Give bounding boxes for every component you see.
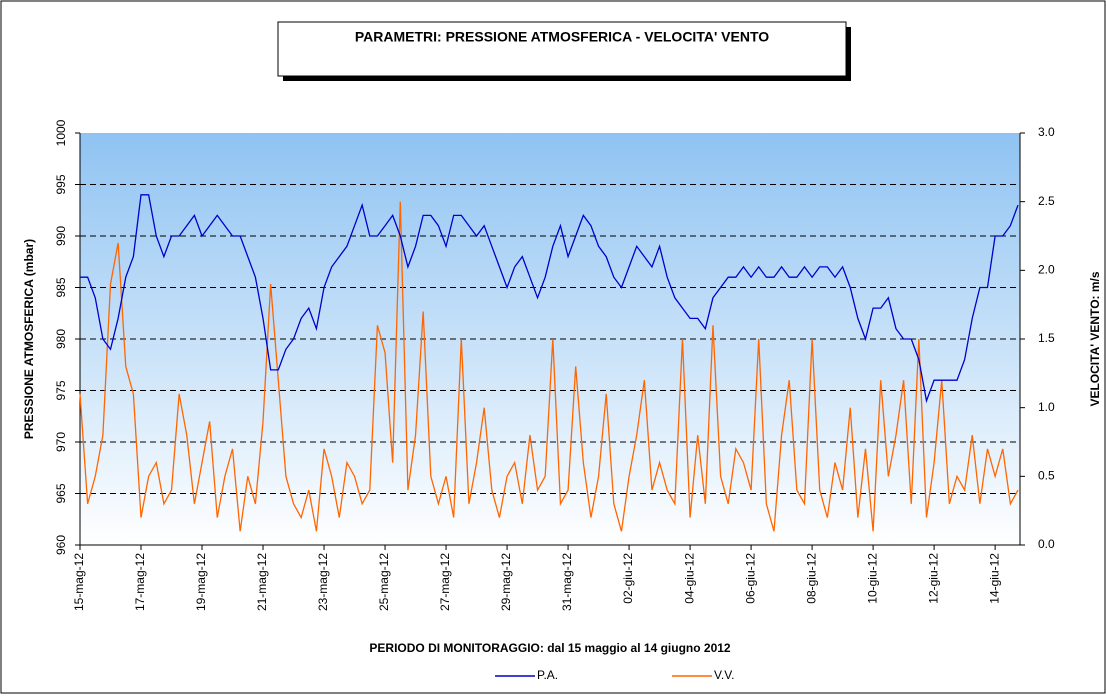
x-tick-label: 12-giu-12 xyxy=(926,553,940,604)
x-tick-label: 31-mag-12 xyxy=(560,553,574,611)
y2-tick-label: 2.0 xyxy=(1038,263,1055,277)
y2-tick-label: 1.5 xyxy=(1038,331,1055,345)
y2-tick-label: 0.5 xyxy=(1038,469,1055,483)
y-tick-label: 990 xyxy=(54,226,68,246)
x-tick-label: 06-giu-12 xyxy=(743,553,757,604)
y-tick-label: 970 xyxy=(54,432,68,452)
data-line xyxy=(80,194,1019,404)
x-axis-title: PERIODO DI MONITORAGGIO: dal 15 maggio a… xyxy=(369,641,731,655)
y-axis-title: PRESSIONE ATMOSFERICA (mbar) xyxy=(22,239,36,439)
x-tick-label: 02-giu-12 xyxy=(621,553,635,604)
y2-tick-label: 0.0 xyxy=(1038,537,1055,551)
x-tick-label: 29-mag-12 xyxy=(499,553,513,611)
y-tick-label: 985 xyxy=(54,277,68,297)
x-tick-label: 27-mag-12 xyxy=(438,553,452,611)
y2-tick-label: 3.0 xyxy=(1038,125,1055,139)
x-tick-label: 19-mag-12 xyxy=(194,553,208,611)
y-tick-label: 995 xyxy=(54,174,68,194)
legend-label: P.A. xyxy=(537,668,558,682)
x-tick-label: 17-mag-12 xyxy=(133,553,147,611)
x-tick-label: 04-giu-12 xyxy=(682,553,696,604)
x-tick-label: 15-mag-12 xyxy=(72,553,86,611)
y2-tick-label: 1.0 xyxy=(1038,400,1055,414)
y-tick-label: 960 xyxy=(54,535,68,555)
x-tick-label: 23-mag-12 xyxy=(316,553,330,611)
x-tick-label: 14-giu-12 xyxy=(987,553,1001,604)
chart-title: PARAMETRI: PRESSIONE ATMOSFERICA - VELOC… xyxy=(355,29,769,45)
x-tick-label: 08-giu-12 xyxy=(804,553,818,604)
y-tick-label: 975 xyxy=(54,380,68,400)
y-tick-label: 980 xyxy=(54,329,68,349)
y-tick-label: 965 xyxy=(54,483,68,503)
legend-label: V.V. xyxy=(714,668,734,682)
x-tick-label: 25-mag-12 xyxy=(377,553,391,611)
x-tick-label: 21-mag-12 xyxy=(255,553,269,611)
title-box xyxy=(277,21,847,77)
y2-axis-title: VELOCITA' VENTO: m/s xyxy=(1088,271,1102,406)
data-line xyxy=(79,201,1019,532)
x-tick-label: 10-giu-12 xyxy=(865,553,879,604)
y-tick-label: 1000 xyxy=(54,119,68,146)
y2-tick-label: 2.5 xyxy=(1038,194,1055,208)
